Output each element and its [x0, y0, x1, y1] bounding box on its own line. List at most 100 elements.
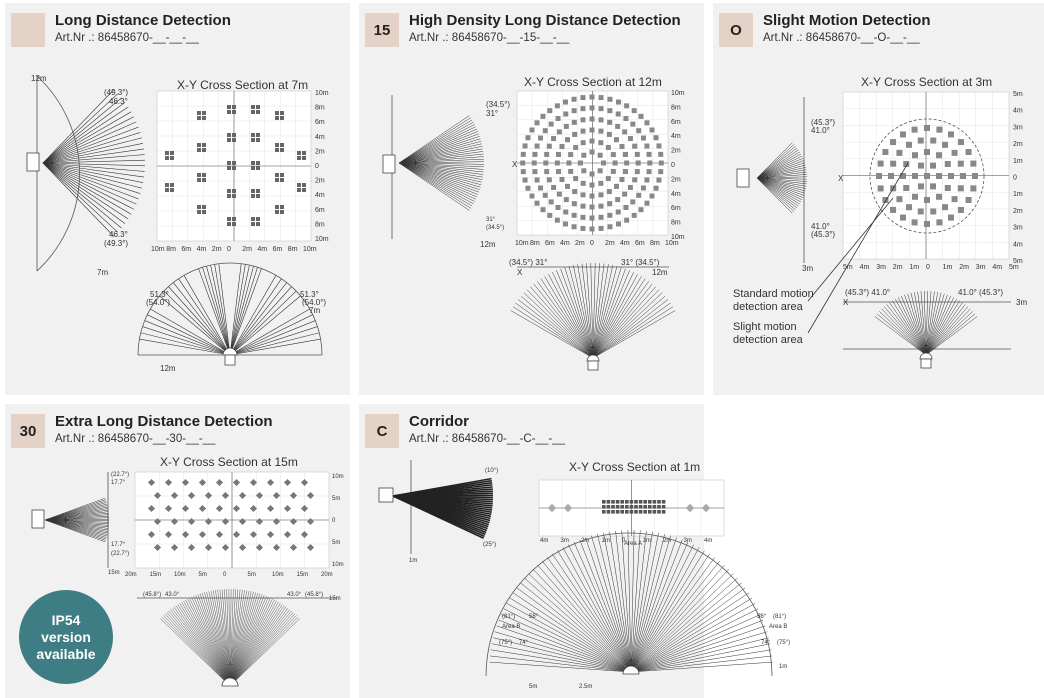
zone-square: [924, 125, 930, 131]
beam-line: [564, 267, 594, 359]
beam-line: [592, 280, 650, 359]
zone-square: [957, 206, 964, 213]
beam-line: [202, 267, 231, 356]
zone-square: [643, 510, 647, 514]
x-axis-label: X: [838, 174, 844, 183]
beam-line: [528, 573, 632, 673]
zone-square: [972, 173, 978, 179]
zone-square: [548, 121, 554, 127]
beam-line: [229, 599, 275, 687]
beam-line: [756, 177, 806, 192]
zone-square: [302, 188, 306, 192]
beam-line: [592, 286, 656, 359]
zone-square: [197, 173, 201, 177]
beam-line: [520, 295, 594, 359]
tick-label: 2m: [315, 178, 325, 185]
beam-line: [160, 618, 231, 687]
zone-square: [302, 183, 306, 187]
zone-square: [917, 208, 924, 215]
zone-square: [542, 128, 548, 134]
zone-square: [580, 192, 586, 198]
beam-line: [229, 593, 259, 687]
beam-line: [925, 293, 945, 356]
zone-square: [589, 94, 595, 100]
beam-line: [42, 162, 145, 172]
tick-label: 2m: [959, 264, 969, 271]
beam-line: [206, 265, 231, 356]
top-view-fan: [139, 263, 321, 356]
beam-line: [925, 313, 976, 356]
zone-square: [644, 143, 650, 149]
beam-line: [536, 280, 594, 359]
beam-line: [163, 290, 231, 356]
zone-square: [580, 95, 586, 101]
zone-square: [632, 177, 638, 183]
tick-label: 2m: [575, 240, 585, 247]
sensor-icon: [31, 509, 45, 529]
zone-square: [275, 111, 279, 115]
beam-line: [159, 295, 231, 356]
zone-square: [540, 207, 546, 213]
zone-square: [525, 135, 531, 141]
beam-line: [229, 338, 321, 356]
zone-square: [606, 131, 612, 137]
beam-line: [185, 599, 231, 687]
beam-line: [229, 265, 250, 356]
beam-line: [398, 162, 475, 202]
beam-line: [229, 596, 269, 687]
tick-label: 8m: [315, 105, 325, 112]
tick-label: 5m: [1013, 258, 1023, 265]
angle-label: (75°): [777, 640, 790, 646]
zone-square: [170, 156, 174, 160]
beam-line: [876, 313, 927, 356]
angle-label: (54.0°): [302, 298, 326, 307]
tick-label: 5m: [248, 572, 256, 578]
beam-line: [226, 589, 231, 687]
zone-square: [653, 135, 659, 141]
zone-square: [589, 138, 595, 144]
angle-label: 17.7°: [111, 542, 126, 548]
zone-square: [581, 168, 587, 174]
zone-square: [555, 116, 561, 122]
zone-square: [170, 183, 174, 187]
beam-line: [42, 132, 141, 164]
tick-label: 20m: [321, 572, 333, 578]
beam-line: [630, 649, 772, 673]
beam-line: [210, 590, 231, 687]
zone-square: [580, 214, 586, 220]
zone-square: [627, 184, 633, 190]
zone-square: [197, 148, 201, 152]
beam-line: [229, 594, 263, 687]
beam-line: [756, 177, 807, 180]
zone-square: [215, 530, 224, 539]
zone-square: [164, 530, 173, 539]
zone-square: [607, 212, 613, 218]
beam-line: [398, 162, 476, 200]
zone-square: [170, 491, 179, 500]
zone-square: [634, 151, 640, 157]
zone-square: [625, 505, 629, 509]
beam-line: [592, 295, 666, 359]
zone-square: [534, 177, 540, 183]
detection-zones: [876, 125, 978, 227]
distance-label: 12m: [160, 364, 176, 373]
zone-square: [936, 173, 942, 179]
beam-line: [229, 314, 313, 356]
beam-line: [756, 177, 803, 201]
angle-label: 41.0° (45.3°): [958, 288, 1003, 297]
tick-label: 15m: [297, 572, 309, 578]
beam-line: [510, 310, 594, 359]
beam-line: [924, 291, 927, 356]
beam-line: [42, 121, 137, 164]
zone-square: [616, 221, 622, 227]
zone-square: [227, 161, 231, 165]
beam-line: [44, 519, 109, 525]
zone-square: [255, 517, 264, 526]
zone-square: [256, 105, 260, 109]
tick-label: 10m: [332, 562, 344, 568]
tick-label: 4m: [1013, 241, 1023, 248]
beam-line: [189, 597, 231, 687]
angle-label: 43.0°: [287, 592, 302, 598]
beam-line: [142, 326, 231, 356]
beam-line: [229, 295, 301, 356]
